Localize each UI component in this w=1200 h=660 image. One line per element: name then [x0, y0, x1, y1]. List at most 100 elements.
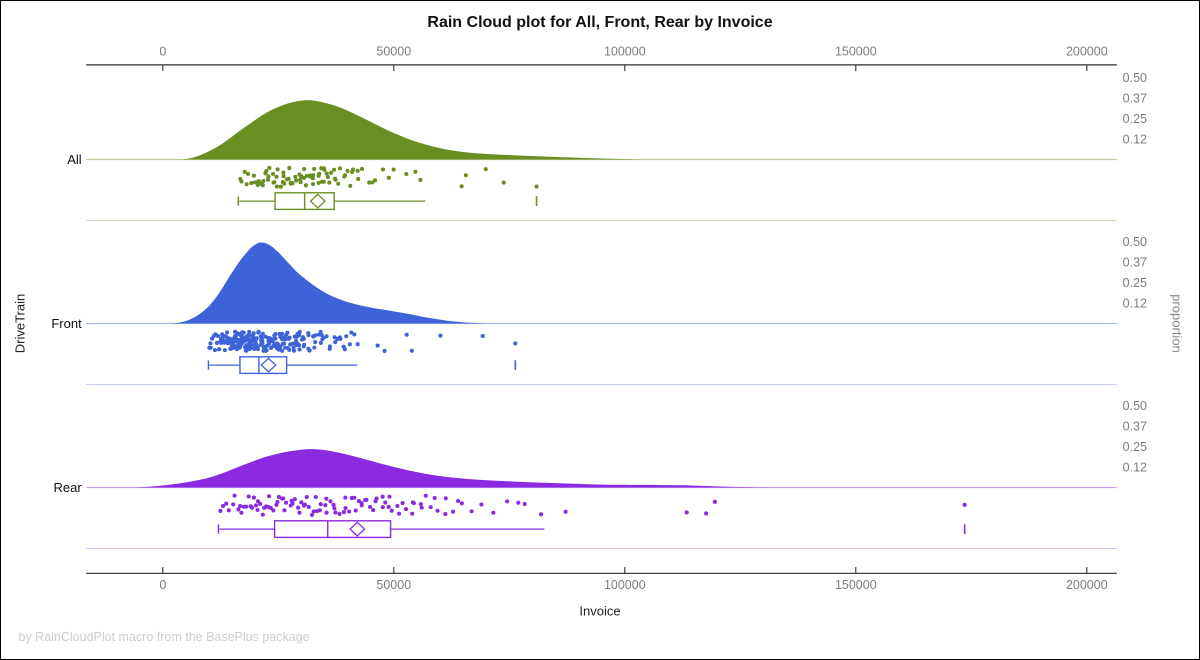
x-axis-top-tick-label: 50000	[376, 44, 411, 58]
density-cloud-all	[182, 100, 645, 160]
rain-point	[292, 497, 297, 502]
rain-point	[288, 342, 293, 347]
x-axis-bottom-tick-label: 50000	[376, 578, 411, 592]
rain-point	[220, 504, 226, 509]
rain-point	[245, 171, 251, 176]
rain-point	[370, 180, 375, 185]
rain-point	[387, 494, 392, 499]
rain-point	[231, 340, 236, 345]
rain-point	[260, 331, 265, 336]
rain-point	[256, 179, 261, 184]
rain-point	[313, 340, 318, 345]
rain-point	[294, 178, 299, 183]
rain-point	[312, 345, 317, 350]
rain-point	[297, 347, 302, 352]
proportion-tick-label: 0.25	[1123, 440, 1147, 454]
rain-point	[538, 512, 544, 517]
rain-point	[224, 501, 229, 506]
rain-point	[232, 493, 237, 498]
rain-point	[343, 495, 348, 500]
rain-point	[312, 166, 317, 172]
rain-point	[317, 171, 322, 176]
rain-point	[380, 494, 385, 499]
rain-point	[356, 176, 361, 182]
rain-point	[313, 494, 318, 500]
rain-point	[483, 167, 488, 172]
rain-point	[260, 183, 265, 188]
rain-point	[293, 174, 298, 179]
rain-point	[255, 182, 260, 188]
proportion-tick-label: 0.12	[1123, 132, 1147, 146]
rain-point	[306, 504, 311, 510]
rain-point	[386, 504, 391, 510]
rain-point	[299, 500, 304, 505]
rain-point	[218, 508, 223, 514]
rain-point	[231, 502, 236, 507]
x-axis-title: Invoice	[579, 604, 620, 619]
rain-point	[327, 344, 332, 349]
rain-point	[274, 184, 279, 189]
rain-point	[382, 348, 387, 353]
rain-point	[287, 347, 292, 352]
rain-point	[428, 505, 433, 510]
rain-point	[254, 336, 259, 341]
rain-point	[236, 507, 241, 512]
rain-point	[267, 165, 272, 170]
rain-point	[348, 183, 353, 188]
rain-point	[302, 342, 307, 347]
rain-point	[563, 509, 568, 514]
rain-point	[281, 174, 286, 179]
rain-point	[321, 179, 326, 184]
rain-point	[341, 510, 346, 515]
rain-point	[391, 167, 396, 172]
rain-point	[248, 346, 253, 351]
proportion-tick-label: 0.50	[1123, 235, 1147, 249]
rain-point	[297, 333, 302, 338]
rain-point	[704, 511, 709, 516]
category-label-front: Front	[51, 316, 82, 331]
rain-point	[272, 180, 277, 185]
rain-point	[249, 339, 254, 344]
x-axis-bottom-tick-label: 150000	[835, 578, 877, 592]
rain-point	[337, 511, 342, 516]
rain-point	[290, 181, 295, 186]
rain-point	[259, 335, 264, 341]
rain-point	[208, 341, 213, 346]
rain-points-front	[207, 329, 518, 353]
mean-diamond-all	[309, 193, 326, 209]
rain-point	[297, 343, 302, 348]
rain-point	[287, 166, 292, 171]
rain-point	[352, 495, 357, 500]
x-axis-bottom-tick-label: 0	[159, 578, 166, 592]
rain-point	[344, 334, 349, 339]
rain-point	[306, 333, 311, 338]
rain-point	[246, 333, 251, 338]
rain-point	[349, 330, 354, 335]
rain-point	[310, 176, 315, 181]
rain-point	[380, 167, 386, 172]
rain-point	[253, 503, 258, 508]
rain-point	[352, 332, 357, 337]
rain-point	[215, 333, 220, 339]
rain-point	[456, 498, 461, 504]
rain-point	[443, 512, 448, 517]
rain-point	[284, 500, 289, 505]
rain-point	[260, 512, 265, 517]
rain-point	[333, 340, 338, 345]
rain-point	[400, 501, 405, 506]
rain-point	[355, 342, 360, 347]
rain-point	[212, 348, 218, 353]
rain-point	[256, 329, 261, 335]
rain-point	[333, 510, 338, 515]
rain-point	[336, 181, 341, 186]
rain-point	[450, 509, 456, 514]
rain-point	[316, 180, 321, 185]
rain-point	[255, 507, 260, 513]
rain-point	[480, 333, 485, 339]
rain-point	[359, 166, 365, 171]
proportion-tick-label: 0.50	[1123, 71, 1147, 85]
rain-point	[275, 167, 280, 172]
rain-point	[413, 169, 418, 174]
rain-point	[271, 171, 276, 176]
rain-point	[343, 506, 348, 511]
